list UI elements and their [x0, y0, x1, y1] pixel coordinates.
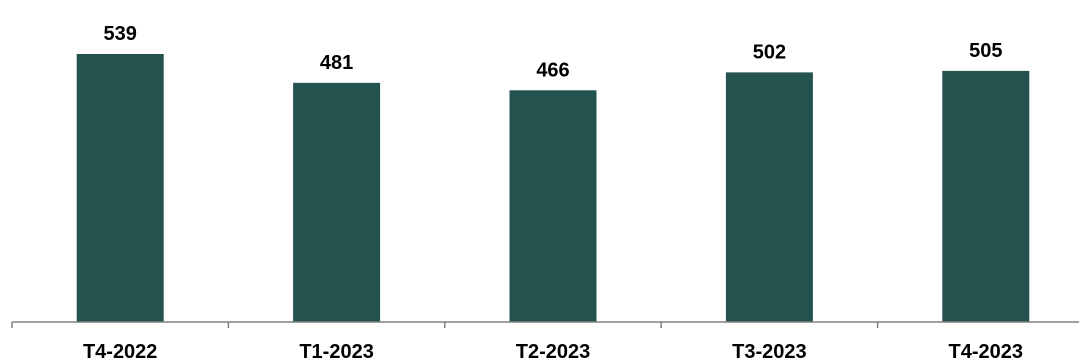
bar-t1-2023	[293, 82, 381, 322]
x-axis-ticks	[11, 322, 879, 328]
x-tick-label-t1-2023: T1-2023	[299, 341, 374, 361]
value-labels-group: 539 481 466 502 505	[104, 23, 1003, 81]
bar-t4-2023	[942, 70, 1030, 322]
value-label-t3-2023: 502	[753, 41, 786, 63]
x-tick-label-t4-2023: T4-2023	[949, 341, 1024, 361]
value-label-t1-2023: 481	[320, 52, 353, 74]
value-label-t4-2022: 539	[104, 23, 137, 45]
bars-group	[76, 54, 1030, 322]
x-tick-label-t2-2023: T2-2023	[516, 341, 591, 361]
bar-t4-2022	[76, 54, 164, 322]
x-axis-tick-labels: T4-2022 T1-2023 T2-2023 T3-2023 T4-2023	[83, 341, 1023, 361]
value-label-t4-2023: 505	[969, 40, 1002, 62]
value-label-t2-2023: 466	[536, 59, 569, 81]
x-tick-label-t3-2023: T3-2023	[732, 341, 807, 361]
bar-t3-2023	[725, 72, 813, 322]
bar-t2-2023	[509, 90, 597, 322]
x-tick-label-t4-2022: T4-2022	[83, 341, 158, 361]
